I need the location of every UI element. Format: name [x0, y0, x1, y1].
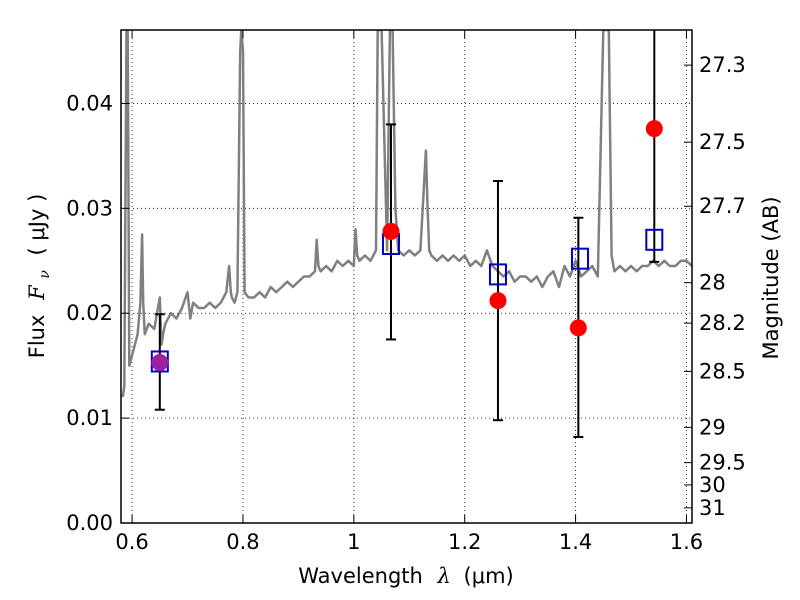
right-tick-label: 29.5 — [699, 451, 746, 475]
model-spectrum — [121, 30, 692, 398]
observed-points — [151, 120, 663, 372]
right-tick-label: 27.3 — [699, 53, 746, 77]
x-axis-symbol: λ — [437, 564, 451, 588]
observed-point — [489, 292, 507, 310]
right-tick-label: 27.5 — [699, 130, 746, 154]
model-band-square — [645, 228, 664, 251]
observed-point — [151, 354, 169, 372]
plot-frame — [120, 29, 693, 524]
right-tick-label: 28 — [699, 271, 726, 295]
grid-lines — [121, 30, 692, 524]
y-tick-label: 0.00 — [66, 511, 113, 535]
x-axis-unit: (μm) — [464, 564, 514, 588]
x-tick-label: 0.8 — [226, 530, 259, 554]
y-tick-label: 0.01 — [66, 406, 113, 430]
y-axis-label-text: Flux — [25, 315, 49, 359]
observed-point — [569, 319, 587, 337]
y-axis-unit: ( μJy ) — [25, 194, 49, 256]
model-band-square — [488, 263, 507, 286]
y-axis-subscript: ν — [37, 270, 53, 279]
axis-ticks: 0.6 0.8 1 1.2 1.4 1.6 0.00 0.01 0.02 0.03 0.04 27.3… — [66, 30, 746, 554]
x-tick-label: 1.4 — [559, 530, 592, 554]
x-tick-label: 0.6 — [115, 530, 148, 554]
error-bars — [154, 30, 660, 438]
x-axis-label: Wavelength λ (μm) — [298, 564, 513, 588]
x-tick-label: 1 — [347, 530, 360, 554]
x-tick-label: 1.2 — [448, 530, 481, 554]
y-axis-symbol: F — [25, 284, 49, 301]
y-tick-label: 0.02 — [66, 301, 113, 325]
observed-point — [645, 120, 663, 138]
right-tick-label: 27.7 — [699, 194, 746, 218]
y-tick-label: 0.03 — [66, 196, 113, 220]
right-axis-label: Magnitude (AB) — [759, 196, 783, 359]
observed-point — [382, 222, 400, 240]
model-band-square — [571, 247, 590, 270]
right-tick-label: 28.5 — [699, 359, 746, 383]
y-tick-label: 0.04 — [66, 91, 113, 115]
right-tick-label: 29 — [699, 415, 726, 439]
right-tick-label: 30 — [699, 473, 726, 497]
y-axis-label: Flux F ν ( μJy ) — [25, 194, 54, 359]
x-tick-label: 1.6 — [670, 530, 703, 554]
right-tick-label: 31 — [699, 496, 726, 520]
spectrum-line — [121, 30, 692, 398]
x-axis-label-text: Wavelength — [298, 564, 423, 588]
right-tick-label: 28.2 — [699, 311, 746, 335]
